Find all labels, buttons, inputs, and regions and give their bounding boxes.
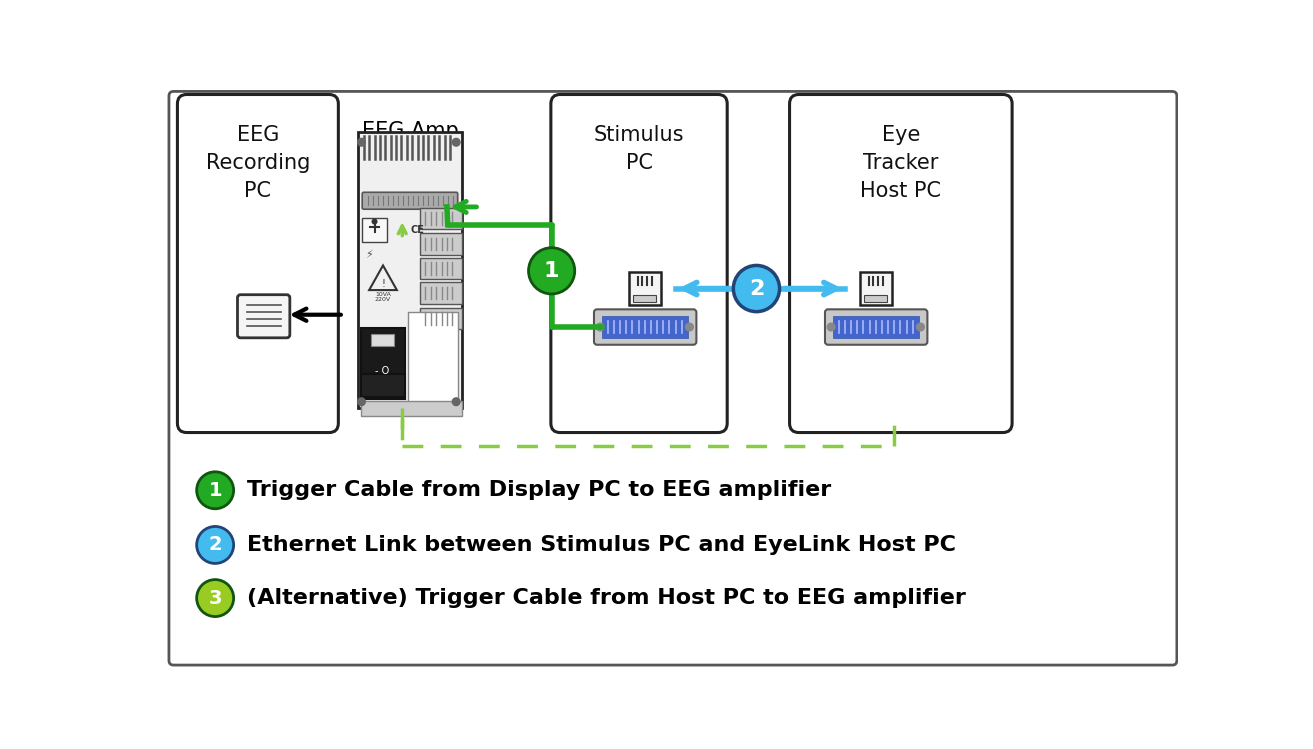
FancyBboxPatch shape bbox=[370, 334, 394, 346]
Text: Eye
Tracker
Host PC: Eye Tracker Host PC bbox=[860, 125, 941, 201]
FancyBboxPatch shape bbox=[420, 308, 462, 330]
FancyBboxPatch shape bbox=[825, 309, 927, 345]
Text: ⚡: ⚡ bbox=[365, 250, 373, 261]
Text: Trigger Cable from Display PC to EEG amplifier: Trigger Cable from Display PC to EEG amp… bbox=[247, 480, 831, 500]
Circle shape bbox=[916, 323, 924, 331]
FancyBboxPatch shape bbox=[420, 282, 462, 304]
Circle shape bbox=[452, 139, 460, 146]
Circle shape bbox=[357, 398, 365, 405]
FancyBboxPatch shape bbox=[361, 374, 406, 397]
FancyBboxPatch shape bbox=[834, 316, 919, 338]
Circle shape bbox=[529, 248, 575, 294]
Text: 2: 2 bbox=[209, 536, 222, 554]
FancyBboxPatch shape bbox=[420, 207, 462, 229]
Text: 1: 1 bbox=[544, 261, 559, 281]
FancyBboxPatch shape bbox=[420, 233, 462, 255]
Text: 10VA
220V: 10VA 220V bbox=[376, 291, 391, 303]
FancyBboxPatch shape bbox=[358, 133, 462, 408]
FancyBboxPatch shape bbox=[361, 328, 406, 398]
Circle shape bbox=[685, 323, 693, 331]
Text: 2: 2 bbox=[748, 279, 764, 299]
FancyBboxPatch shape bbox=[864, 295, 888, 302]
Text: EEG Amp: EEG Amp bbox=[361, 121, 458, 141]
Text: - O: - O bbox=[376, 366, 390, 376]
Text: !: ! bbox=[381, 279, 385, 289]
Circle shape bbox=[197, 527, 234, 563]
FancyBboxPatch shape bbox=[169, 91, 1176, 665]
Circle shape bbox=[197, 580, 234, 616]
FancyBboxPatch shape bbox=[629, 273, 660, 305]
FancyBboxPatch shape bbox=[420, 258, 462, 279]
FancyBboxPatch shape bbox=[177, 94, 339, 432]
Circle shape bbox=[372, 219, 377, 224]
FancyBboxPatch shape bbox=[593, 309, 696, 345]
Text: EEG
Recording
PC: EEG Recording PC bbox=[206, 125, 310, 201]
Circle shape bbox=[827, 323, 835, 331]
FancyBboxPatch shape bbox=[362, 218, 387, 243]
Circle shape bbox=[357, 139, 365, 146]
FancyBboxPatch shape bbox=[362, 192, 458, 209]
FancyBboxPatch shape bbox=[860, 273, 892, 305]
Circle shape bbox=[734, 265, 780, 312]
Text: (Alternative) Trigger Cable from Host PC to EEG amplifier: (Alternative) Trigger Cable from Host PC… bbox=[247, 588, 966, 608]
FancyBboxPatch shape bbox=[361, 401, 462, 416]
Text: 1: 1 bbox=[209, 481, 222, 500]
Circle shape bbox=[197, 472, 234, 509]
Text: 3: 3 bbox=[209, 589, 222, 607]
FancyBboxPatch shape bbox=[789, 94, 1012, 432]
FancyBboxPatch shape bbox=[407, 312, 458, 402]
Text: Stimulus
PC: Stimulus PC bbox=[593, 125, 684, 173]
FancyBboxPatch shape bbox=[633, 295, 656, 302]
FancyBboxPatch shape bbox=[238, 294, 290, 338]
Circle shape bbox=[452, 398, 460, 405]
FancyBboxPatch shape bbox=[551, 94, 727, 432]
Circle shape bbox=[596, 323, 604, 331]
Text: Ethernet Link between Stimulus PC and EyeLink Host PC: Ethernet Link between Stimulus PC and Ey… bbox=[247, 535, 956, 555]
FancyBboxPatch shape bbox=[603, 316, 688, 338]
Text: CE: CE bbox=[411, 225, 424, 235]
